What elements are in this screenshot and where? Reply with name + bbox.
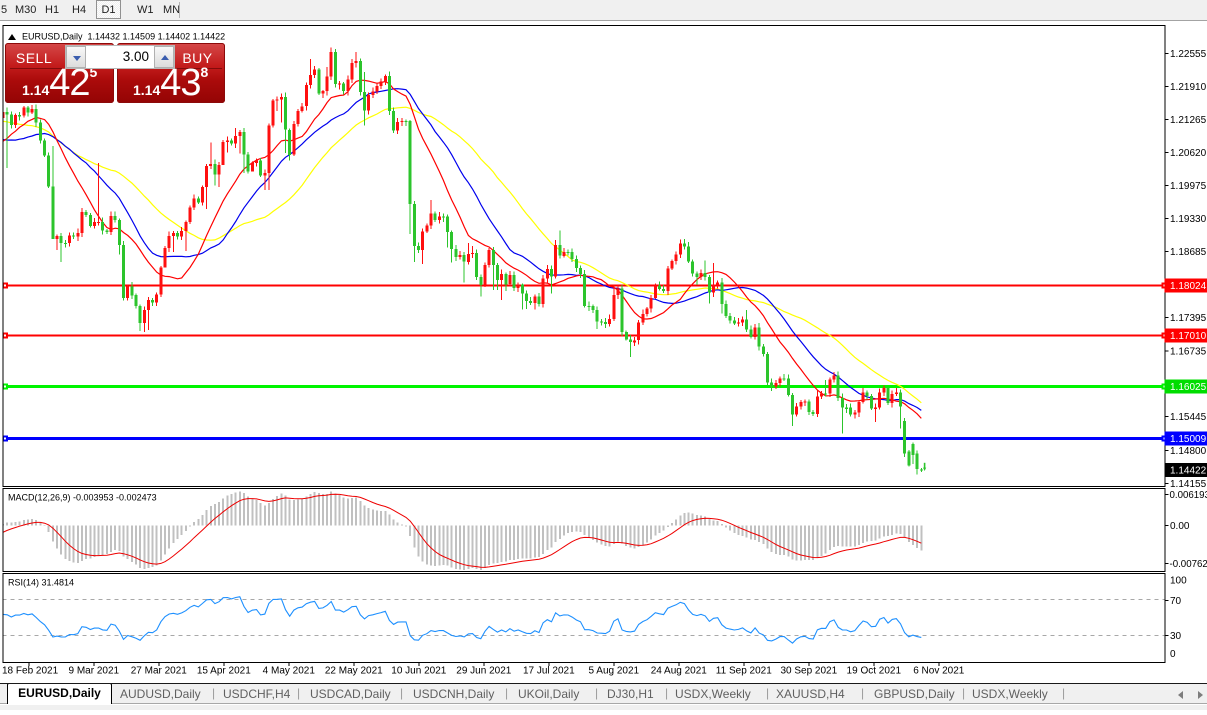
svg-text:10 Jun 2021: 10 Jun 2021 xyxy=(391,666,446,677)
svg-text:70: 70 xyxy=(1170,596,1182,607)
svg-text:1.21910: 1.21910 xyxy=(1170,82,1207,93)
svg-text:17 Jul 2021: 17 Jul 2021 xyxy=(523,666,575,677)
svg-text:29 Jun 2021: 29 Jun 2021 xyxy=(456,666,511,677)
svg-text:11 Sep 2021: 11 Sep 2021 xyxy=(716,666,772,677)
svg-text:30: 30 xyxy=(1170,631,1182,642)
svg-text:1.14155: 1.14155 xyxy=(1170,479,1207,490)
svg-text:1.19975: 1.19975 xyxy=(1170,181,1207,192)
svg-text:1.17395: 1.17395 xyxy=(1170,313,1207,324)
svg-text:1.16735: 1.16735 xyxy=(1170,347,1207,358)
svg-text:4 May 2021: 4 May 2021 xyxy=(263,666,316,677)
svg-text:RSI(14) 31.4814: RSI(14) 31.4814 xyxy=(8,578,74,588)
svg-text:22 May 2021: 22 May 2021 xyxy=(325,666,383,677)
svg-text:9 Mar 2021: 9 Mar 2021 xyxy=(69,666,120,677)
svg-text:1.17010: 1.17010 xyxy=(1170,331,1207,342)
svg-text:1.16025: 1.16025 xyxy=(1170,382,1207,393)
svg-text:27 Mar 2021: 27 Mar 2021 xyxy=(131,666,188,677)
svg-text:1.20620: 1.20620 xyxy=(1170,148,1207,159)
svg-text:30 Sep 2021: 30 Sep 2021 xyxy=(780,666,837,677)
svg-text:1.18685: 1.18685 xyxy=(1170,247,1207,258)
svg-text:0: 0 xyxy=(1170,649,1176,660)
svg-text:1.15445: 1.15445 xyxy=(1170,412,1207,423)
svg-text:1.14422: 1.14422 xyxy=(1170,466,1207,477)
svg-text:-0.007621: -0.007621 xyxy=(1170,559,1207,570)
svg-text:100: 100 xyxy=(1170,576,1187,587)
svg-text:18 Feb 2021: 18 Feb 2021 xyxy=(2,666,59,677)
svg-text:1.22555: 1.22555 xyxy=(1170,49,1207,60)
svg-text:19 Oct 2021: 19 Oct 2021 xyxy=(847,666,902,677)
svg-text:1.15009: 1.15009 xyxy=(1170,434,1207,445)
svg-text:1.21265: 1.21265 xyxy=(1170,115,1207,126)
svg-text:15 Apr 2021: 15 Apr 2021 xyxy=(197,666,251,677)
svg-text:1.18024: 1.18024 xyxy=(1170,281,1207,292)
svg-text:0.006193: 0.006193 xyxy=(1170,490,1207,501)
svg-text:1.19330: 1.19330 xyxy=(1170,214,1207,225)
svg-text:MACD(12,26,9) -0.003953 -0.002: MACD(12,26,9) -0.003953 -0.002473 xyxy=(8,493,157,503)
svg-text:5 Aug 2021: 5 Aug 2021 xyxy=(588,666,639,677)
svg-text:24 Aug 2021: 24 Aug 2021 xyxy=(651,666,708,677)
svg-text:6 Nov 2021: 6 Nov 2021 xyxy=(913,666,965,677)
svg-text:0.00: 0.00 xyxy=(1170,521,1190,532)
svg-text:EURUSD,Daily 1.14432 1.14509: EURUSD,Daily 1.14432 1.14509 1.14402 1.1… xyxy=(22,32,225,42)
svg-text:1.14800: 1.14800 xyxy=(1170,446,1207,457)
